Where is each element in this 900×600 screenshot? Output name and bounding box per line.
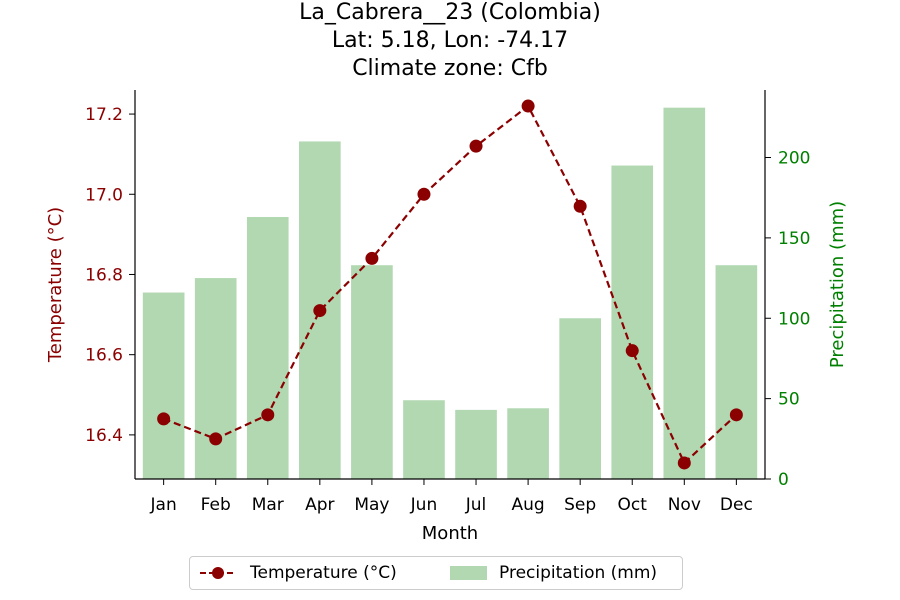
x-tick-label-dec: Dec [720, 495, 753, 515]
x-tick-label-mar: Mar [252, 495, 284, 515]
left-y-tick-label: 17.2 [85, 105, 123, 125]
x-tick-label-feb: Feb [201, 495, 231, 515]
temperature-point-sep [573, 199, 587, 213]
temperature-line [157, 99, 743, 470]
x-tick-label-oct: Oct [618, 495, 648, 515]
temperature-series-line [163, 104, 738, 465]
precipitation-bar-jun [403, 400, 445, 479]
left-y-tick-label: 17.0 [85, 185, 123, 205]
x-tick-label-apr: Apr [305, 495, 334, 515]
precipitation-bar-nov [663, 107, 706, 479]
x-tick-label-jan: Jan [150, 495, 177, 515]
right-y-tick-label: 200 [778, 149, 810, 169]
precipitation-bar-oct [611, 165, 654, 479]
precipitation-bar-sep [559, 318, 601, 479]
temperature-point-may [365, 251, 379, 265]
temperature-point-jun [417, 187, 431, 201]
temperature-point-oct [625, 344, 639, 358]
precipitation-bar-may [351, 265, 393, 479]
precipitation-bar-mar [246, 216, 289, 479]
precipitation-bar-feb [194, 278, 237, 479]
chart-title-line-3: Climate zone: Cfb [352, 56, 548, 81]
right-y-tick-label: 50 [778, 390, 800, 410]
right-y-tick-label: 100 [778, 309, 810, 329]
left-y-tick-label: 16.8 [85, 265, 123, 285]
x-axis-label: Month [422, 523, 478, 544]
temperature-point-dec [729, 408, 743, 422]
precipitation-bar-jul [455, 409, 497, 479]
x-tick-label-jun: Jun [410, 495, 438, 515]
chart-title-line-1: La_Cabrera__23 (Colombia) [299, 0, 601, 25]
legend-temperature-marker [200, 567, 236, 579]
x-tick-label-nov: Nov [668, 495, 701, 515]
temperature-point-nov [677, 456, 691, 470]
legend-temperature-label: Temperature (°C) [250, 563, 397, 583]
x-tick-label-sep: Sep [564, 495, 596, 515]
temperature-point-jan [157, 412, 171, 426]
legend-item-precipitation: Precipitation (mm) [450, 563, 657, 583]
temperature-point-aug [521, 99, 535, 113]
left-y-tick-label: 16.6 [85, 346, 123, 366]
axes: Jan Feb Mar Apr May Jun Jul Aug Sep Oct Nov Dec 16.4… [45, 90, 848, 544]
x-tick-label-jul: Jul [465, 495, 487, 515]
precipitation-bar-aug [507, 408, 549, 479]
right-y-axis-label: Precipitation (mm) [827, 201, 848, 368]
temperature-point-feb [209, 432, 223, 446]
right-y-tick-label: 150 [778, 229, 810, 249]
right-y-tick-label: 0 [778, 470, 789, 490]
x-tick-label-may: May [354, 495, 389, 515]
legend-precipitation-label: Precipitation (mm) [499, 563, 658, 583]
x-tick-label-aug: Aug [511, 495, 544, 515]
chart-legend: Temperature (°C) Precipitation (mm) [189, 556, 683, 590]
left-y-tick-label: 16.4 [85, 426, 123, 446]
legend-item-temperature: Temperature (°C) [198, 563, 397, 583]
temperature-point-jul [469, 139, 483, 153]
temperature-point-mar [261, 408, 275, 422]
temperature-point-apr [313, 304, 327, 318]
chart-title-line-2: Lat: 5.18, Lon: -74.17 [331, 28, 569, 53]
legend-precipitation-swatch [450, 566, 487, 580]
precipitation-bar-dec [715, 265, 758, 479]
precipitation-bar-jan [142, 292, 185, 479]
precipitation-bars [142, 107, 758, 479]
left-y-axis-label: Temperature (°C) [45, 207, 66, 363]
